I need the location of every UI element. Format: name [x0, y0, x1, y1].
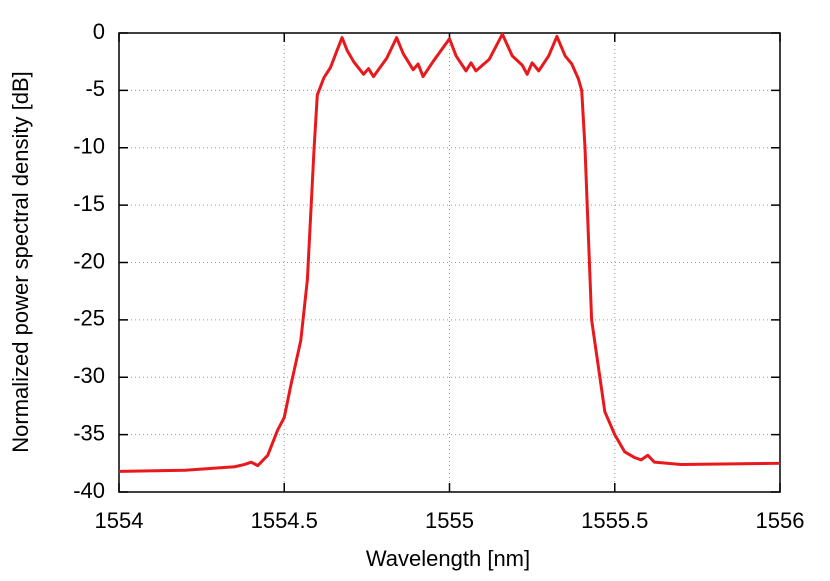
y-tick-label: -30: [73, 363, 105, 388]
x-axis-label: Wavelength [nm]: [366, 546, 530, 571]
y-tick-label: -25: [73, 306, 105, 331]
data-line: [118, 32, 781, 473]
y-tick-label: -40: [73, 478, 105, 503]
y-tick-label: 0: [93, 19, 105, 44]
y-axis-label: Normalized power spectral density [dB]: [8, 71, 33, 453]
x-tick-label: 1556: [756, 508, 805, 533]
x-tick-label: 1554: [95, 508, 144, 533]
y-tick-label: -20: [73, 248, 105, 273]
y-tick-label: -15: [73, 191, 105, 216]
y-tick-label: -5: [85, 76, 105, 101]
x-tick-label: 1554.5: [251, 508, 318, 533]
plot-frame: [118, 32, 781, 493]
y-tick-label: -35: [73, 420, 105, 445]
y-tick-label: -10: [73, 134, 105, 159]
x-tick-label: 1555: [425, 508, 474, 533]
x-tick-label: 1555.5: [581, 508, 648, 533]
